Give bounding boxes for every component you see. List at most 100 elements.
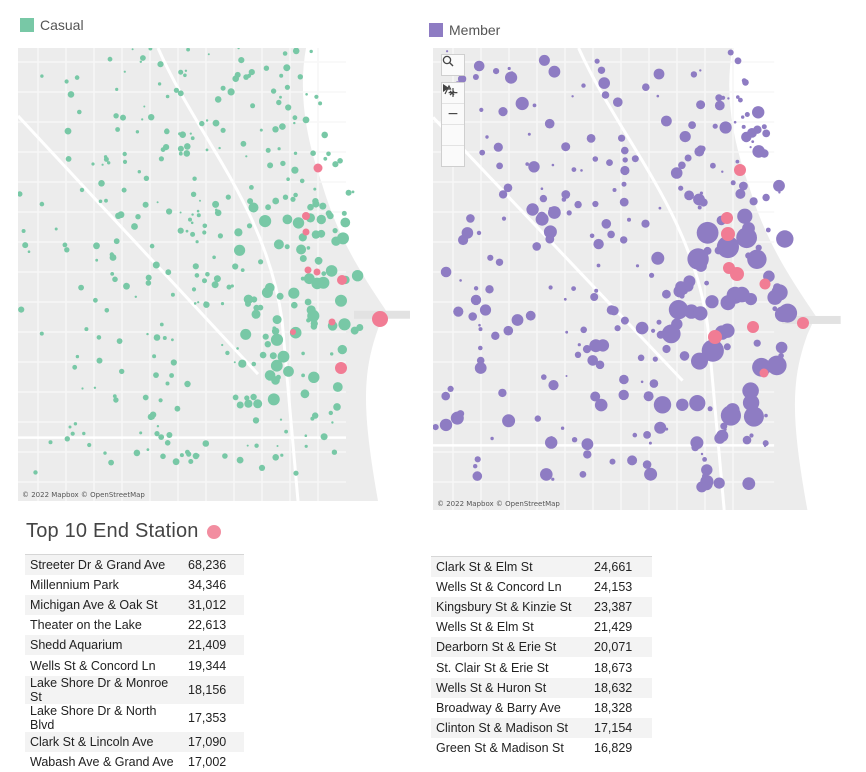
- top-station-dot[interactable]: [290, 329, 296, 335]
- station-dot: [574, 351, 582, 358]
- table-row[interactable]: Michigan Ave & Oak St 31,012: [25, 595, 244, 616]
- top-station-dot[interactable]: [372, 311, 388, 327]
- zoom-in-button[interactable]: +: [442, 83, 464, 104]
- station-dot: [326, 151, 331, 157]
- top-station-dot[interactable]: [304, 266, 312, 274]
- top-station-dot[interactable]: [759, 368, 769, 378]
- top-station-dot[interactable]: [759, 278, 771, 290]
- top-station-dot[interactable]: [734, 164, 746, 176]
- casual-legend[interactable]: Casual: [20, 17, 84, 33]
- station-dot: [104, 198, 108, 203]
- table-row[interactable]: Lake Shore Dr & North Blvd 17,353: [25, 704, 244, 732]
- table-row[interactable]: Broadway & Barry Ave 18,328: [431, 698, 652, 718]
- station-dot: [310, 416, 315, 421]
- station-dot: [648, 441, 652, 445]
- station-dot: [335, 294, 347, 307]
- station-dot: [537, 211, 547, 221]
- top-station-dot[interactable]: [335, 362, 347, 374]
- table-row[interactable]: Wells St & Concord Ln 24,153: [431, 577, 652, 597]
- top-station-dot[interactable]: [721, 227, 735, 241]
- station-dot: [304, 298, 312, 306]
- station-dot: [581, 438, 594, 451]
- top-station-dot[interactable]: [797, 317, 809, 329]
- station-dot: [719, 121, 732, 134]
- table-row[interactable]: Shedd Aquarium 21,409: [25, 635, 244, 656]
- station-dot: [133, 449, 141, 457]
- top-station-dot[interactable]: [747, 321, 759, 333]
- station-dot: [747, 249, 767, 269]
- station-dot: [157, 61, 164, 68]
- station-dot: [293, 151, 298, 155]
- table-row[interactable]: Wells St & Elm St 21,429: [431, 617, 652, 637]
- table-row[interactable]: St. Clair St & Erie St 18,673: [431, 657, 652, 677]
- top-station-dot[interactable]: [313, 268, 321, 276]
- station-dot: [540, 468, 553, 481]
- member-map[interactable]: + − © 2022 Mapbox © OpenStreetMap: [433, 48, 849, 510]
- table-row[interactable]: Clinton St & Madison St 17,154: [431, 717, 652, 738]
- station-dot: [137, 170, 141, 174]
- search-icon[interactable]: [442, 55, 464, 75]
- station-name: St. Clair St & Erie St: [436, 660, 549, 675]
- expand-toolbar-icon[interactable]: [442, 84, 464, 166]
- station-dot: [192, 263, 199, 270]
- station-dot: [64, 79, 69, 84]
- table-row[interactable]: Millennium Park 34,346: [25, 575, 244, 595]
- station-dot: [78, 284, 84, 291]
- table-row[interactable]: Kingsbury St & Kinzie St 23,387: [431, 597, 652, 618]
- top-station-dot[interactable]: [328, 318, 336, 326]
- top-station-dot[interactable]: [302, 228, 310, 236]
- station-dot: [662, 344, 671, 354]
- table-row[interactable]: Wells St & Concord Ln 19,344: [25, 655, 244, 675]
- station-dot: [302, 116, 310, 124]
- station-dot: [720, 405, 741, 426]
- station-dot: [245, 155, 248, 158]
- station-dot: [277, 147, 281, 151]
- table-row[interactable]: Theater on the Lake 22,613: [25, 615, 244, 635]
- station-dot: [299, 255, 307, 262]
- top-station-dot[interactable]: [708, 330, 722, 344]
- table-row[interactable]: Lake Shore Dr & Monroe St 18,156: [25, 675, 244, 704]
- station-dot: [232, 394, 239, 401]
- station-dot: [288, 287, 300, 299]
- reset-map-icon[interactable]: [442, 84, 464, 146]
- casual-map[interactable]: © 2022 Mapbox © OpenStreetMap: [18, 48, 418, 501]
- station-dot: [684, 190, 694, 201]
- table-row[interactable]: Streeter Dr & Grand Ave 68,236: [25, 554, 244, 576]
- top-station-dot[interactable]: [302, 212, 310, 220]
- zoom-out-button[interactable]: −: [442, 104, 464, 125]
- station-dot: [561, 190, 571, 199]
- top-station-dot[interactable]: [721, 212, 733, 224]
- station-dot: [297, 74, 303, 80]
- top-station-dot[interactable]: [730, 267, 744, 281]
- station-name: Streeter Dr & Grand Ave: [25, 554, 180, 576]
- table-row[interactable]: Wabash Ave & Grand Ave 17,002: [25, 752, 244, 772]
- station-dot: [189, 132, 192, 135]
- station-dot: [134, 295, 137, 298]
- station-dot: [727, 49, 734, 56]
- top-station-dot[interactable]: [313, 163, 323, 173]
- station-dot: [252, 417, 260, 424]
- station-dot: [642, 83, 650, 91]
- station-dot: [701, 339, 724, 362]
- station-dot: [566, 210, 572, 216]
- station-dot: [220, 127, 226, 133]
- table-row[interactable]: Green St & Madison St 16,829: [431, 738, 652, 758]
- station-dot: [272, 454, 279, 461]
- table-row[interactable]: Dearborn St & Erie St 20,071: [431, 637, 652, 658]
- station-dot: [627, 455, 638, 466]
- member-legend[interactable]: Member: [429, 22, 500, 38]
- station-dot: [478, 345, 483, 351]
- station-dot: [113, 238, 120, 245]
- station-dot: [236, 456, 244, 464]
- station-dot: [192, 176, 197, 181]
- station-dot: [67, 91, 75, 98]
- table-row[interactable]: Wells St & Huron St 18,632: [431, 677, 652, 698]
- station-dot: [233, 361, 236, 364]
- table-row[interactable]: Clark St & Lincoln Ave 17,090: [25, 731, 244, 752]
- station-dot: [589, 233, 595, 239]
- top-station-dot[interactable]: [337, 275, 347, 285]
- table-row[interactable]: Clark St & Elm St 24,661: [431, 556, 652, 578]
- member-map-attribution: © 2022 Mapbox © OpenStreetMap: [437, 500, 560, 508]
- station-dot: [707, 406, 713, 412]
- station-dot: [331, 421, 334, 424]
